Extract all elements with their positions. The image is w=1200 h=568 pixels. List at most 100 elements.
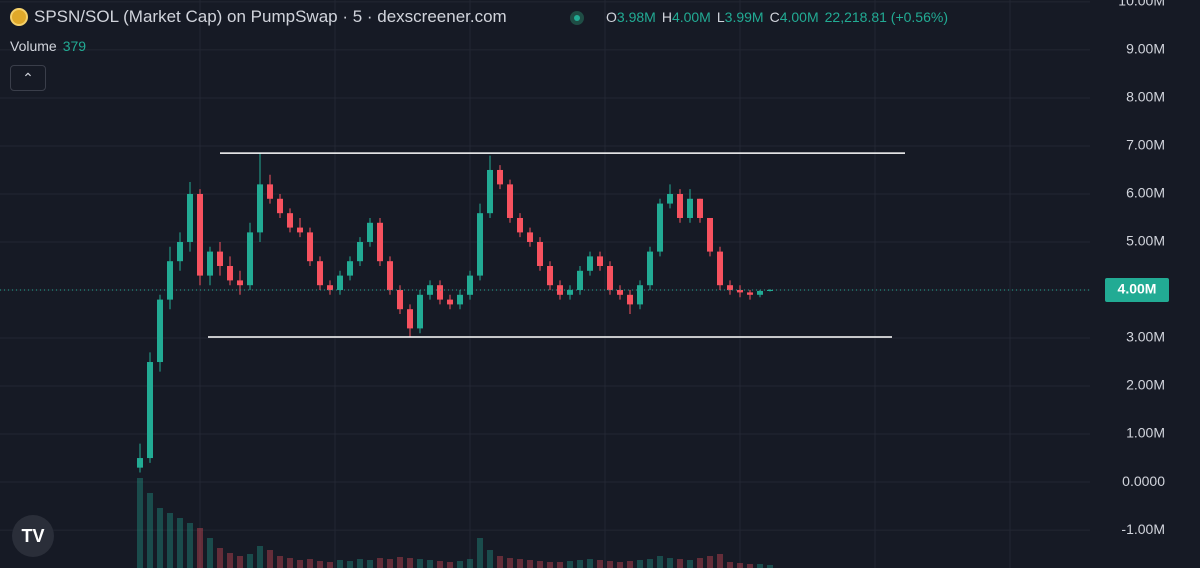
collapse-button[interactable]: ⌃ xyxy=(10,65,46,91)
y-tick-label: 3.00M xyxy=(1126,329,1165,345)
volume-bar xyxy=(637,560,643,568)
candle-body xyxy=(237,280,243,286)
tradingview-logo[interactable]: TV xyxy=(12,515,54,557)
candle-body xyxy=(427,285,433,295)
volume-bar xyxy=(487,550,493,568)
candle-body xyxy=(497,169,503,185)
candle-body xyxy=(697,198,703,218)
volume-value: 379 xyxy=(62,38,87,54)
candle-body xyxy=(747,292,753,295)
candle-body xyxy=(357,241,363,262)
candle-body xyxy=(617,290,623,295)
volume-bar xyxy=(407,558,413,568)
volume-bar xyxy=(147,493,153,568)
candle-body xyxy=(667,193,673,204)
candle-body xyxy=(287,213,293,228)
volume-bar xyxy=(727,562,733,568)
volume-bar xyxy=(257,546,263,568)
volume-bar xyxy=(327,562,333,568)
candle-body xyxy=(307,232,313,262)
c-value: 4.00M xyxy=(779,9,819,25)
h-label: H xyxy=(661,9,672,25)
volume-bar xyxy=(747,564,753,568)
volume-bar xyxy=(367,560,373,568)
volume-bar xyxy=(437,561,443,568)
candle-body xyxy=(727,285,733,291)
y-tick-label: 10.00M xyxy=(1118,0,1165,9)
volume-bar xyxy=(557,562,563,568)
candle-body xyxy=(297,227,303,233)
candle-body xyxy=(597,256,603,266)
candle-body xyxy=(137,458,143,468)
volume-bar xyxy=(537,561,543,568)
candle-body xyxy=(577,270,583,291)
volume-bar xyxy=(507,558,513,568)
volume-bar xyxy=(767,565,773,568)
l-label: L xyxy=(716,9,725,25)
candle-body xyxy=(457,294,463,305)
candle-body xyxy=(607,265,613,291)
volume-bar xyxy=(387,559,393,568)
o-value: 3.98M xyxy=(616,9,656,25)
candle-body xyxy=(177,241,183,262)
volume-bar xyxy=(317,561,323,568)
volume-bar xyxy=(647,559,653,568)
volume-bar xyxy=(697,558,703,568)
l-value: 3.99M xyxy=(724,9,764,25)
candle-body xyxy=(267,184,273,199)
volume-bar xyxy=(417,559,423,568)
candle-body xyxy=(507,184,513,218)
volume-bar xyxy=(477,538,483,568)
volume-bar xyxy=(457,561,463,568)
volume-bar xyxy=(207,538,213,568)
volume-bar xyxy=(137,478,143,568)
candle-body xyxy=(467,275,473,295)
volume-label: Volume xyxy=(10,38,57,54)
volume-bar xyxy=(157,508,163,568)
y-tick-label: 7.00M xyxy=(1126,137,1165,153)
y-tick-label: -1.00M xyxy=(1121,521,1165,537)
candle-body xyxy=(327,285,333,291)
volume-bar xyxy=(287,558,293,568)
candle-body xyxy=(757,290,763,295)
candle-body xyxy=(147,362,153,459)
candle-body xyxy=(717,251,723,286)
volume-bar xyxy=(717,554,723,568)
volume-bar xyxy=(447,562,453,568)
candle-body xyxy=(247,232,253,286)
candle-body xyxy=(347,261,353,276)
candle-body xyxy=(317,261,323,286)
candle-body xyxy=(517,217,523,233)
o-label: O xyxy=(606,9,617,25)
last-price-label: 4.00M xyxy=(1118,281,1157,297)
volume-bar xyxy=(527,560,533,568)
volume-bar xyxy=(667,558,673,568)
candle-body xyxy=(627,294,633,305)
volume-bar xyxy=(267,550,273,568)
volume-bar xyxy=(757,564,763,568)
candle-body xyxy=(677,193,683,218)
y-tick-label: 1.00M xyxy=(1126,425,1165,441)
volume-bar xyxy=(707,556,713,568)
c-label: C xyxy=(769,9,780,25)
volume-bar xyxy=(357,559,363,568)
candle-body xyxy=(417,294,423,329)
header: SPSN/SOL (Market Cap) on PumpSwap · 5 · … xyxy=(10,7,507,27)
ohlc-legend: O3.98M H4.00M L3.99M C4.00M 22,218.81 (+0.56… xyxy=(606,9,954,25)
volume-bar xyxy=(297,560,303,568)
volume-bar xyxy=(587,559,593,568)
candle-body xyxy=(567,290,573,295)
candle-body xyxy=(487,169,493,214)
volume-bar xyxy=(657,556,663,568)
candle-body xyxy=(157,299,163,363)
candle-body xyxy=(197,193,203,276)
volume-bar xyxy=(567,561,573,568)
candle-body xyxy=(537,241,543,266)
candle-body xyxy=(437,285,443,300)
candle-body xyxy=(587,256,593,271)
volume-bar xyxy=(397,557,403,568)
y-tick-label: 8.00M xyxy=(1126,89,1165,105)
volume-bar xyxy=(737,563,743,568)
candle-body xyxy=(637,285,643,305)
volume-bar xyxy=(247,554,253,568)
